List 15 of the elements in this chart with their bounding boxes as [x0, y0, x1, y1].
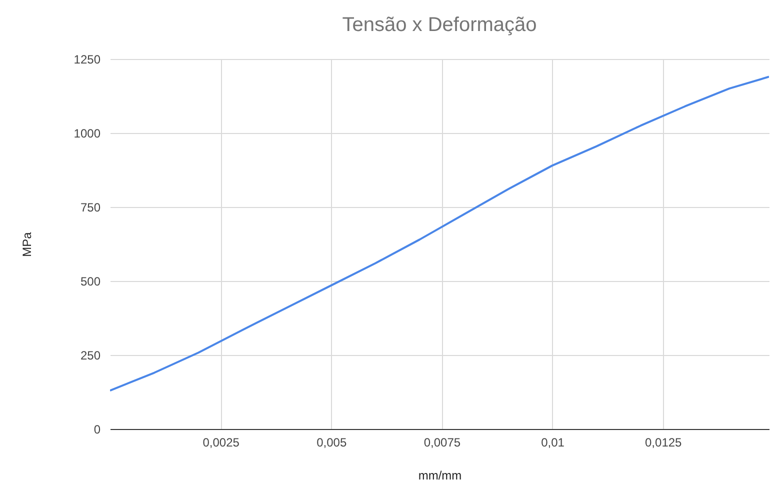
y-tick-label: 0	[94, 422, 101, 436]
y-tick-label: 750	[80, 200, 101, 214]
x-tick-label: 0,0025	[202, 436, 240, 450]
line-series	[110, 76, 769, 392]
y-tick-label: 1250	[74, 52, 101, 66]
x-tick-label: 0,005	[316, 436, 347, 450]
y-tick-label: 500	[80, 274, 101, 288]
y-tick-label: 250	[80, 348, 101, 362]
x-tick-label: 0,0125	[645, 436, 682, 450]
x-tick-label: 0,0075	[424, 436, 461, 450]
y-tick-label: 1000	[74, 126, 101, 140]
chart-title: Tensão x Deformação	[342, 14, 537, 36]
x-axis-title: mm/mm	[418, 468, 462, 482]
x-tick-label: 0,01	[541, 436, 565, 450]
y-axis-title: MPa	[20, 232, 34, 257]
